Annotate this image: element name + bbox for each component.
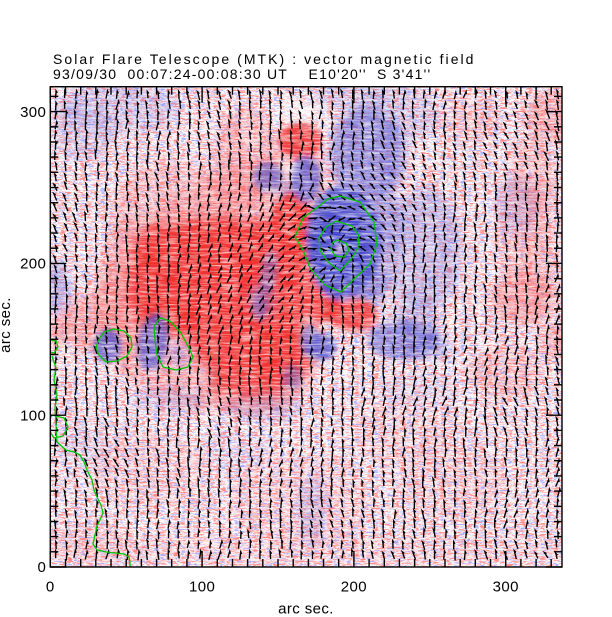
svg-text:200: 200	[341, 579, 367, 596]
svg-text:200: 200	[20, 256, 46, 273]
svg-text:arc sec.: arc sec.	[0, 297, 14, 353]
svg-text:100: 100	[20, 407, 46, 424]
svg-text:0: 0	[38, 559, 47, 576]
svg-text:0: 0	[46, 579, 55, 596]
svg-text:300: 300	[20, 104, 46, 121]
svg-text:300: 300	[493, 579, 519, 596]
svg-text:93/09/30 00:07:24-00:08:30 UT: 93/09/30 00:07:24-00:08:30 UT E10'20'' S…	[53, 66, 431, 82]
svg-text:100: 100	[189, 579, 215, 596]
svg-text:Solar Flare Telescope (MTK) :: Solar Flare Telescope (MTK) : vector mag…	[53, 51, 476, 67]
svg-text:arc sec.: arc sec.	[278, 601, 334, 617]
